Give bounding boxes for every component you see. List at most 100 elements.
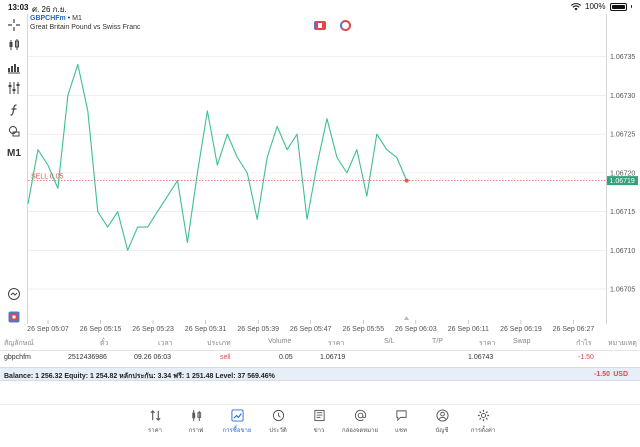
date: ศ. 26 ก.ย. <box>32 5 67 14</box>
tab-account[interactable]: บัญชี <box>422 409 462 435</box>
battery-icon <box>609 2 627 11</box>
time-tick-label: 26 Sep 05:31 <box>185 326 227 333</box>
price-chart[interactable]: 1.06735 1.06730 1.06725 1.06720 1.06715 1.067… <box>0 14 640 336</box>
quotes-icon <box>149 410 161 421</box>
clock: 13:03 <box>8 3 29 12</box>
col-comment: หมายเหตุ <box>608 340 637 347</box>
settings-sliders-tool[interactable] <box>4 79 24 97</box>
trade-table-header: สัญลักษณ์ ตั๋ว เวลา ประเภท Volume ราคา S… <box>0 335 640 350</box>
function-tool[interactable] <box>4 101 24 119</box>
col-current-price: ราคา <box>479 340 496 347</box>
divider <box>0 350 640 351</box>
last-price-point <box>404 178 409 183</box>
col-swap: Swap <box>513 338 531 345</box>
chart-toolbar: M1 <box>0 14 28 334</box>
price-tick-label: 1.06735 <box>610 54 635 61</box>
col-price: ราคา <box>328 340 345 347</box>
row-current-price: 1.06743 <box>468 354 494 361</box>
time-tick-label: 26 Sep 05:39 <box>237 326 279 333</box>
tab-chart[interactable]: กราฟ <box>176 409 216 435</box>
total-profit: -1.50 <box>594 371 610 378</box>
symbol-name: GBPCHFm <box>30 15 66 22</box>
tab-label: แชท <box>395 428 407 434</box>
price-tick-label: 1.06725 <box>610 132 635 139</box>
mailbox-icon <box>354 409 366 421</box>
bar-indicator-icon <box>8 64 20 74</box>
time-tick-label: 26 Sep 06:27 <box>553 326 595 333</box>
chart-candles-icon <box>191 409 201 422</box>
tab-label: ประวัติ <box>269 428 287 434</box>
col-type: ประเภท <box>207 340 231 347</box>
col-volume: Volume <box>268 338 292 345</box>
row-type: sell <box>220 354 231 361</box>
sell-level-label: SELL 0.05 <box>31 174 64 181</box>
account-currency: USD <box>613 371 628 378</box>
sliders-icon <box>8 82 20 94</box>
tab-label: กราฟ <box>188 428 204 434</box>
tab-label: บัญชี <box>435 428 449 434</box>
price-tick-label: 1.06720 <box>610 170 635 177</box>
time-tick-label: 26 Sep 05:23 <box>132 326 174 333</box>
symbol-description: Great Britain Pound vs Swiss Franc <box>30 24 141 31</box>
trade-panel-icon[interactable] <box>340 20 351 31</box>
news-icon <box>313 409 325 422</box>
trade-flag-tool[interactable] <box>4 308 24 326</box>
trade-table: สัญลักษณ์ ตั๋ว เวลา ประเภท Volume ราคา S… <box>0 335 640 366</box>
price-tick-label: 1.06710 <box>610 248 635 255</box>
symbol-title: GBPCHFm • M1 <box>30 15 82 22</box>
col-time: เวลา <box>158 340 173 347</box>
time-tick-label: 26 Sep 05:07 <box>27 326 69 333</box>
tab-label: การซื้อขาย <box>222 428 252 434</box>
tab-chat[interactable]: แชท <box>381 409 421 435</box>
status-indicators: 100% <box>571 2 632 11</box>
trade-icon <box>230 409 244 422</box>
timeframe-button[interactable]: M1 <box>7 147 21 159</box>
row-symbol: gbpchfm <box>4 354 31 361</box>
trade-flag-icon <box>8 311 20 323</box>
row-ticket: 2512436986 <box>68 354 107 361</box>
settings-icon <box>477 409 489 422</box>
row-volume: 0.05 <box>279 354 293 361</box>
battery-percent: 100% <box>585 2 606 11</box>
col-symbol: สัญลักษณ์ <box>4 340 34 347</box>
candlesticks-icon <box>9 39 19 50</box>
function-icon <box>10 104 17 116</box>
account-icon <box>435 409 449 422</box>
tab-news[interactable]: ข่าว <box>299 409 339 435</box>
chart-area[interactable]: 1.06735 1.06730 1.06725 1.06720 1.06715 1.067… <box>0 14 640 336</box>
tab-history[interactable]: ประวัติ <box>258 409 298 435</box>
tab-mailbox[interactable]: กล่องจดหมาย <box>340 409 380 435</box>
chart-zoom-icon <box>8 288 20 300</box>
crosshair-tool[interactable] <box>4 16 24 34</box>
wifi-icon <box>571 2 582 10</box>
tab-label: ราคา <box>148 428 162 434</box>
chart-type-tool[interactable] <box>4 36 24 54</box>
chat-icon <box>395 410 407 422</box>
table-row[interactable]: gbpchfm 2512436986 09.26 06:03 sell 0.05… <box>0 351 640 366</box>
time-tick-label: 26 Sep 05:47 <box>290 326 332 333</box>
time-tick-label: 26 Sep 05:55 <box>342 326 384 333</box>
history-icon <box>272 409 284 422</box>
balance-bar: Balance: 1 256.32 Equity: 1 254.82 หลักป… <box>0 367 640 381</box>
current-price-label: 1.06719 <box>610 178 635 185</box>
bottom-tab-bar: ราคา กราฟ การซื้อขาย ประวัติ ข่าว กล่องจ… <box>0 404 640 447</box>
time-tick-label: 26 Sep 06:19 <box>500 326 542 333</box>
one-click-trading-icon[interactable] <box>314 21 326 30</box>
zoom-tool[interactable] <box>4 285 24 303</box>
battery-tip <box>630 5 632 8</box>
tab-label: ข่าว <box>313 428 325 434</box>
shapes-icon <box>9 126 20 137</box>
indicators-tool[interactable] <box>4 58 24 76</box>
status-bar: 13:03 ศ. 26 ก.ย. 100% <box>0 0 640 14</box>
price-tick-label: 1.06705 <box>610 287 635 294</box>
objects-tool[interactable] <box>4 122 24 140</box>
crosshair-icon <box>8 19 20 31</box>
tab-trade[interactable]: การซื้อขาย <box>217 409 257 435</box>
tab-settings[interactable]: การตั้งค่า <box>463 409 503 435</box>
current-price-box <box>607 176 638 186</box>
price-series-line <box>27 63 408 251</box>
row-price: 1.06719 <box>320 354 346 361</box>
tab-quotes[interactable]: ราคา <box>135 409 175 435</box>
balance-summary: Balance: 1 256.32 Equity: 1 254.82 หลักป… <box>4 373 275 380</box>
col-sl: S/L <box>384 338 395 345</box>
